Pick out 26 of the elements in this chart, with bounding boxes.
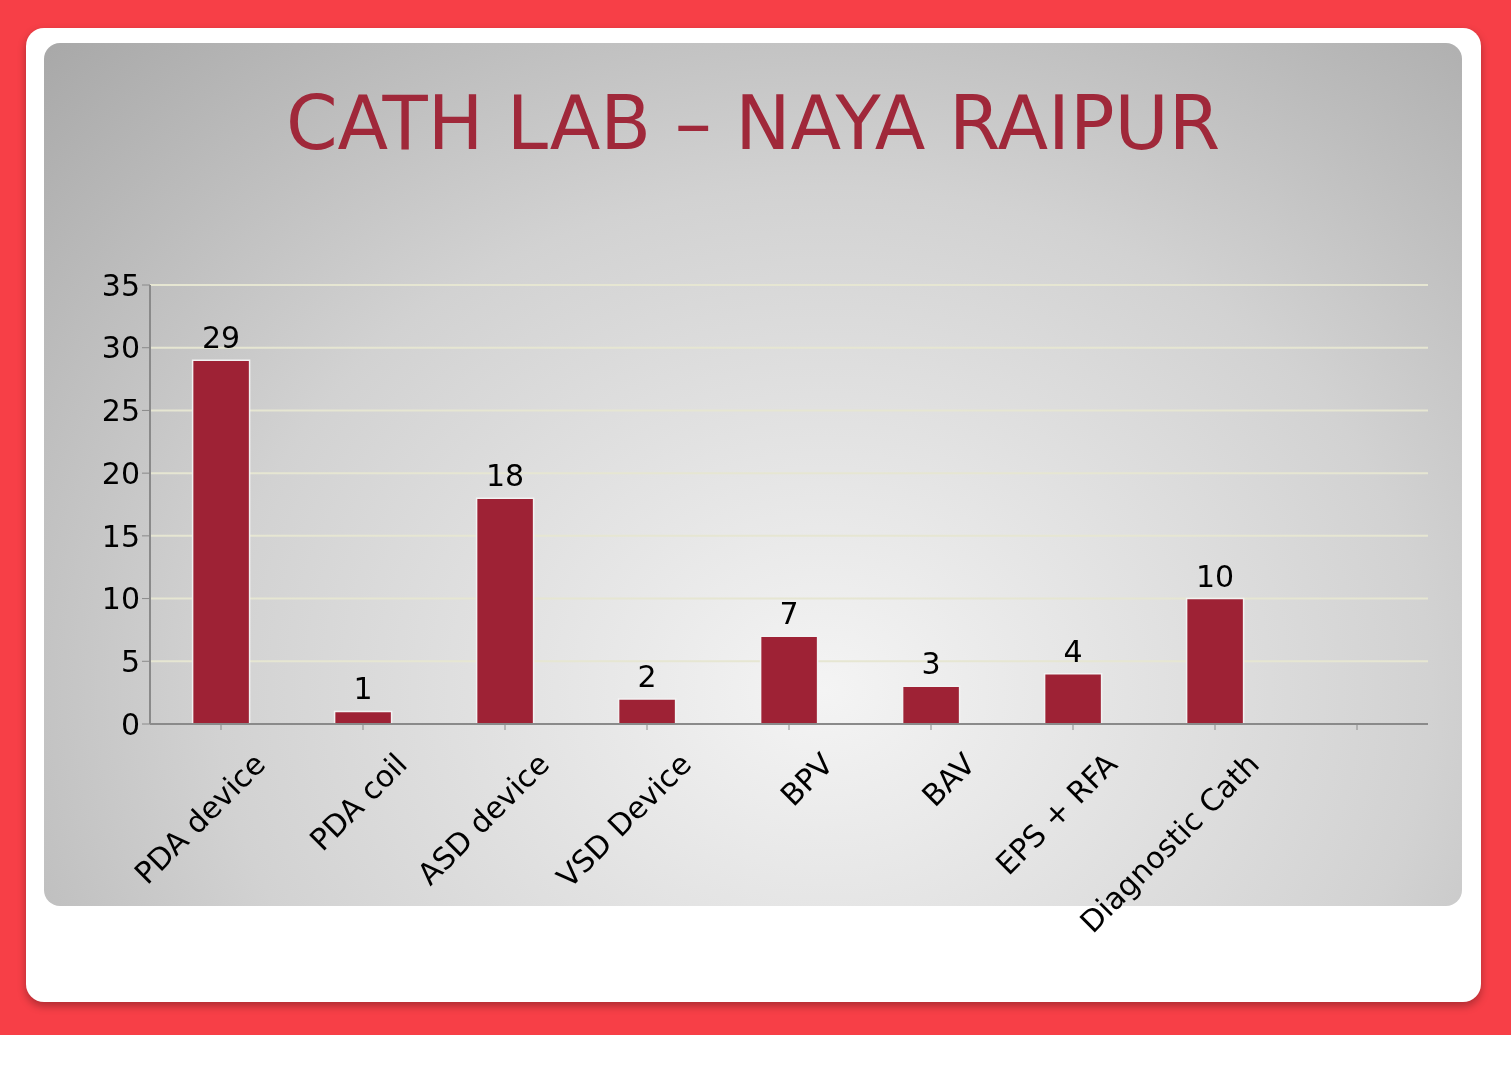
data-label: 1	[353, 671, 373, 707]
bar	[475, 497, 535, 724]
data-label: 10	[1196, 558, 1235, 594]
bar	[1185, 597, 1245, 724]
bar	[191, 359, 251, 724]
bar	[333, 710, 393, 724]
data-label: 29	[202, 320, 241, 356]
data-label: 4	[1063, 633, 1083, 669]
y-tick-label: 15	[101, 518, 140, 554]
y-tick-label: 35	[101, 267, 140, 303]
data-label: 7	[779, 596, 799, 632]
y-tick-label: 30	[101, 330, 140, 366]
bar	[901, 685, 961, 724]
bar	[1043, 673, 1103, 724]
data-label: 3	[921, 646, 941, 682]
y-tick-label: 10	[101, 581, 140, 617]
y-tick-label: 25	[101, 393, 140, 429]
bar	[617, 698, 677, 724]
data-label: 18	[486, 458, 525, 494]
chart-title: CATH LAB – NAYA RAIPUR	[284, 80, 1222, 166]
data-label: 2	[637, 658, 657, 694]
y-tick-label: 5	[120, 643, 140, 679]
y-tick-label: 20	[101, 455, 140, 491]
y-tick-label: 0	[120, 706, 140, 742]
x-tick-label: PDA coil	[302, 746, 414, 858]
bar	[759, 635, 819, 724]
